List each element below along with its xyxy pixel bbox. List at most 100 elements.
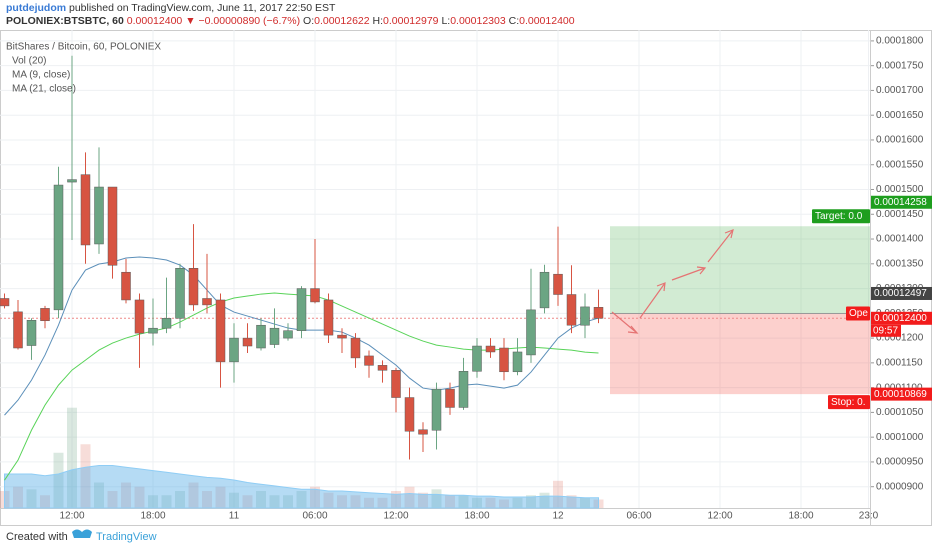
header: putdejudom published on TradingView.com,…	[6, 2, 575, 28]
y-tick-label: 0.0000900	[876, 481, 924, 492]
candle-body	[526, 309, 536, 356]
volume-bar	[526, 495, 536, 508]
candle-body	[337, 334, 347, 339]
arrow-heads	[627, 229, 734, 334]
y-tick-label: 0.0001000	[876, 432, 924, 443]
candle-body	[553, 273, 563, 295]
candle-body	[67, 179, 77, 183]
volume-bar	[566, 495, 577, 508]
candle-body	[539, 271, 550, 309]
volume-bar	[337, 495, 347, 508]
candle-body	[499, 347, 509, 373]
volume-bar	[80, 444, 91, 508]
volume-bar	[215, 486, 226, 508]
volume-bar	[229, 492, 239, 508]
x-tick-label: 18:00	[140, 511, 165, 522]
candle-body	[215, 299, 226, 363]
footer-brand[interactable]: TradingView	[96, 531, 157, 543]
volume-bar	[256, 491, 266, 508]
header-line: putdejudom published on TradingView.com,…	[6, 2, 575, 15]
candle-body	[0, 298, 10, 307]
y-tick-label: 0.0001150	[876, 358, 923, 369]
volume-bar	[445, 495, 455, 508]
stop-price: 0.00010869	[874, 389, 927, 400]
x-tick-label: 12	[552, 511, 564, 522]
entry-label: Ope	[849, 308, 868, 319]
volume-bar	[283, 495, 293, 508]
volume-bar	[350, 495, 361, 508]
volume-bar	[296, 491, 307, 508]
candle-body	[310, 288, 320, 303]
volume-bar	[202, 491, 212, 508]
legend-item: MA (9, close)	[12, 70, 70, 81]
x-tick-label: 06:00	[302, 511, 327, 522]
ohlc-val: 0.00012400	[519, 15, 575, 27]
change: −0.00000890 (−6.7%)	[198, 15, 301, 27]
volume-bar	[121, 482, 131, 508]
logo	[72, 529, 92, 538]
y-tick-label: 0.0001800	[876, 36, 924, 47]
candle-body	[269, 327, 280, 345]
volume-bar	[391, 491, 401, 508]
volume-bar	[310, 486, 320, 508]
x-tick-label: 23:0	[859, 511, 879, 522]
volume-bar	[161, 495, 172, 508]
volume-bar	[67, 407, 77, 508]
y-tick-label: 0.0000950	[876, 457, 924, 468]
target-price-bg	[871, 195, 932, 209]
x-tick-label: 12:00	[707, 511, 732, 522]
candle-body	[377, 365, 388, 371]
volume-bar	[499, 499, 509, 508]
last-price: 0.00012400	[874, 313, 927, 324]
y-tick-label: 0.0001500	[876, 184, 924, 195]
y-tick-label: 0.0001700	[876, 85, 924, 96]
y-tick-label: 0.0001050	[876, 407, 924, 418]
entry-label-bg	[846, 306, 870, 321]
target-label: Target: 0.0	[815, 211, 863, 222]
volume-bar	[431, 489, 442, 508]
entry-price-bg	[871, 286, 932, 300]
candle-body	[593, 307, 604, 319]
volume-bar	[377, 497, 388, 508]
ohlc-val: 0.00012979	[383, 15, 439, 27]
candle-body	[472, 345, 482, 372]
candle-body	[40, 308, 50, 322]
candle-body	[229, 337, 239, 363]
ohlc-val: 0.00012622	[314, 15, 370, 27]
y-tick-label: 0.0001200	[876, 333, 924, 344]
volume-bar	[404, 486, 415, 508]
volume-bar	[512, 497, 523, 508]
legend-item: MA (21, close)	[12, 84, 76, 95]
candle-body	[566, 294, 577, 326]
ohlc-key: H:	[372, 15, 384, 27]
candle-body	[512, 351, 523, 373]
volume-bar	[148, 495, 158, 508]
arrow: ▼	[185, 15, 196, 27]
author[interactable]: putdejudom	[6, 2, 67, 14]
countdown-bg	[871, 324, 901, 337]
volume-bar	[458, 495, 469, 508]
header-line: POLONIEX:BTSBTC, 60 0.00012400 ▼ −0.0000…	[6, 15, 575, 28]
volume-bar	[40, 495, 50, 508]
ohlc-key: C:	[508, 15, 520, 27]
ohlc-key: L:	[441, 15, 451, 27]
y-tick-label: 0.0001350	[876, 258, 924, 269]
candle-body	[188, 268, 199, 306]
candle-body	[175, 268, 185, 319]
volume-bar	[418, 492, 428, 508]
volume-bar	[188, 482, 199, 508]
candle-body	[445, 388, 455, 408]
countdown: 09:57	[873, 325, 898, 336]
candle-body	[256, 324, 266, 349]
volume-ma	[4, 465, 599, 509]
last: 0.00012400	[126, 15, 183, 27]
x-tick-label: 11	[229, 511, 240, 522]
stop-price-bg	[871, 387, 932, 401]
volume-bar	[94, 482, 104, 508]
y-tick-label: 0.0001450	[876, 209, 924, 220]
candle-body	[134, 299, 145, 334]
stop-label: Stop: 0.	[831, 397, 865, 408]
candle-body	[418, 429, 428, 435]
candle-body	[364, 355, 374, 366]
